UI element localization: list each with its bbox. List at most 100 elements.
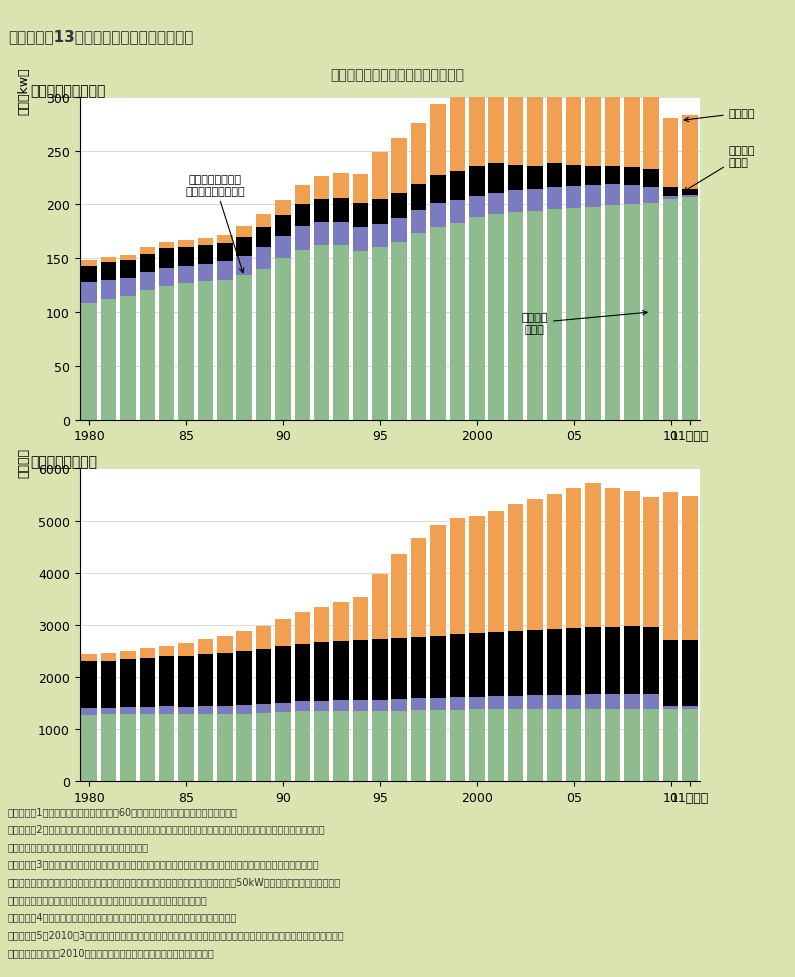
Text: 第３－３－13図　我が国の発電能力の推移: 第３－３－13図 我が国の発電能力の推移 <box>8 29 193 44</box>
Bar <box>159 243 174 249</box>
Bar <box>391 638 407 700</box>
Bar <box>198 281 213 420</box>
Bar <box>391 193 407 219</box>
Bar <box>314 701 329 711</box>
Bar <box>353 175 368 204</box>
Bar <box>353 228 368 251</box>
Bar <box>178 283 194 420</box>
Bar <box>411 234 426 420</box>
Text: 自家発電: 自家発電 <box>684 108 755 122</box>
Bar <box>256 704 271 713</box>
Bar <box>178 714 194 782</box>
Bar <box>546 71 562 164</box>
Text: その他の
事業者: その他の 事業者 <box>684 146 755 192</box>
Text: 国電力、九州電力、沖縄電力をいう。: 国電力、九州電力、沖縄電力をいう。 <box>8 841 149 851</box>
Bar <box>624 709 639 782</box>
Bar <box>198 714 213 782</box>
Bar <box>488 697 504 709</box>
Bar <box>488 84 504 164</box>
Bar <box>372 711 388 782</box>
Bar <box>314 607 329 643</box>
Bar <box>643 627 659 695</box>
Bar <box>624 627 639 695</box>
Bar <box>430 204 446 228</box>
Bar <box>663 492 678 641</box>
Bar <box>353 597 368 641</box>
Bar <box>217 706 233 714</box>
Bar <box>256 626 271 650</box>
Bar <box>333 174 349 198</box>
Bar <box>450 224 465 420</box>
Bar <box>314 643 329 701</box>
Bar <box>353 251 368 420</box>
Bar <box>236 631 252 652</box>
Bar <box>488 632 504 697</box>
Bar <box>101 715 116 782</box>
Bar <box>295 250 310 420</box>
Bar <box>372 248 388 420</box>
Bar <box>624 186 639 205</box>
Bar <box>430 526 446 636</box>
Bar <box>159 647 174 657</box>
Bar <box>140 714 155 782</box>
Bar <box>527 191 543 212</box>
Bar <box>295 701 310 711</box>
Bar <box>546 696 562 709</box>
Bar <box>120 707 136 714</box>
Text: 電力事業の供給能力は緩やかに拡大: 電力事業の供給能力は緩やかに拡大 <box>331 68 464 82</box>
Bar <box>159 249 174 269</box>
Bar <box>527 500 543 630</box>
Bar <box>411 710 426 782</box>
Bar <box>391 555 407 638</box>
Bar <box>624 168 639 186</box>
Text: 特定電気事業者・
特定規模電気事業者: 特定電気事業者・ 特定規模電気事業者 <box>185 175 245 274</box>
Bar <box>101 258 116 263</box>
Bar <box>585 695 601 709</box>
Bar <box>411 538 426 637</box>
Bar <box>140 255 155 273</box>
Bar <box>81 282 97 304</box>
Bar <box>120 256 136 261</box>
Bar <box>450 698 465 710</box>
Bar <box>585 484 601 627</box>
Bar <box>353 204 368 228</box>
Bar <box>643 188 659 204</box>
Bar <box>488 215 504 420</box>
Bar <box>198 706 213 714</box>
Bar <box>411 699 426 710</box>
Bar <box>256 650 271 704</box>
Bar <box>527 212 543 420</box>
Bar <box>275 702 291 712</box>
Bar <box>566 488 581 628</box>
Bar <box>120 278 136 297</box>
Bar <box>450 710 465 782</box>
Bar <box>101 707 116 715</box>
Bar <box>546 709 562 782</box>
Bar <box>391 700 407 711</box>
Bar <box>101 300 116 420</box>
Bar <box>585 166 601 186</box>
Bar <box>411 637 426 699</box>
Bar <box>624 205 639 420</box>
Bar <box>217 714 233 782</box>
Bar <box>643 170 659 188</box>
Bar <box>178 248 194 267</box>
Text: 3．特定電気事業者とは、限定された域に対し、自営の発電設備や電線路を用いて、電力供給を行う事業者: 3．特定電気事業者とは、限定された域に対し、自営の発電設備や電線路を用いて、電力… <box>8 859 320 869</box>
Bar <box>333 198 349 223</box>
Bar <box>450 519 465 635</box>
Bar <box>178 656 194 707</box>
Bar <box>81 261 97 267</box>
Bar <box>605 709 620 782</box>
Bar <box>663 706 678 709</box>
Bar <box>353 641 368 701</box>
Y-axis label: （百万kw）: （百万kw） <box>17 67 30 115</box>
Bar <box>159 714 174 782</box>
Bar <box>469 196 484 218</box>
Bar <box>140 707 155 714</box>
Bar <box>605 695 620 709</box>
Text: 一般電気
事業者: 一般電気 事業者 <box>522 312 647 334</box>
Bar <box>236 652 252 705</box>
Bar <box>508 709 523 782</box>
Bar <box>333 246 349 420</box>
Bar <box>372 640 388 701</box>
